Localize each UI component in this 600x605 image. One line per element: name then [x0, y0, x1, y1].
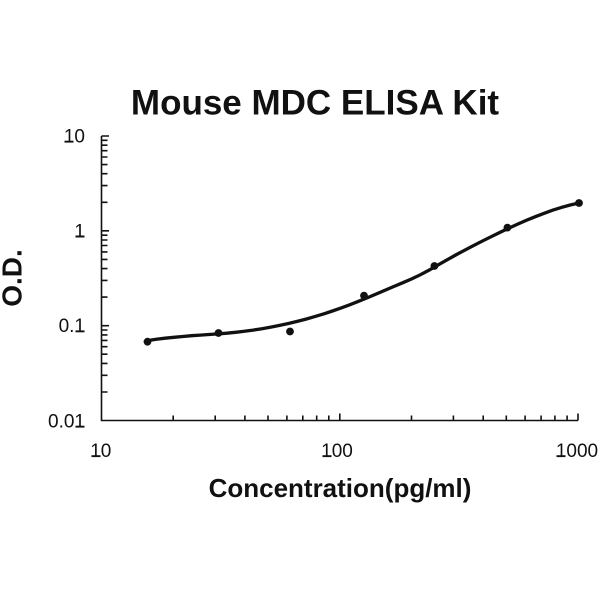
svg-text:0.01: 0.01 — [48, 412, 85, 433]
svg-text:10: 10 — [64, 127, 85, 148]
svg-text:O.D.: O.D. — [0, 249, 28, 307]
svg-text:Concentration(pg/ml): Concentration(pg/ml) — [209, 473, 472, 503]
svg-text:100: 100 — [321, 441, 353, 462]
svg-text:Mouse MDC ELISA Kit: Mouse MDC ELISA Kit — [131, 84, 499, 123]
svg-text:10: 10 — [90, 441, 111, 462]
svg-text:1: 1 — [74, 221, 85, 242]
svg-text:1000: 1000 — [556, 441, 598, 462]
svg-text:0.1: 0.1 — [59, 316, 85, 337]
